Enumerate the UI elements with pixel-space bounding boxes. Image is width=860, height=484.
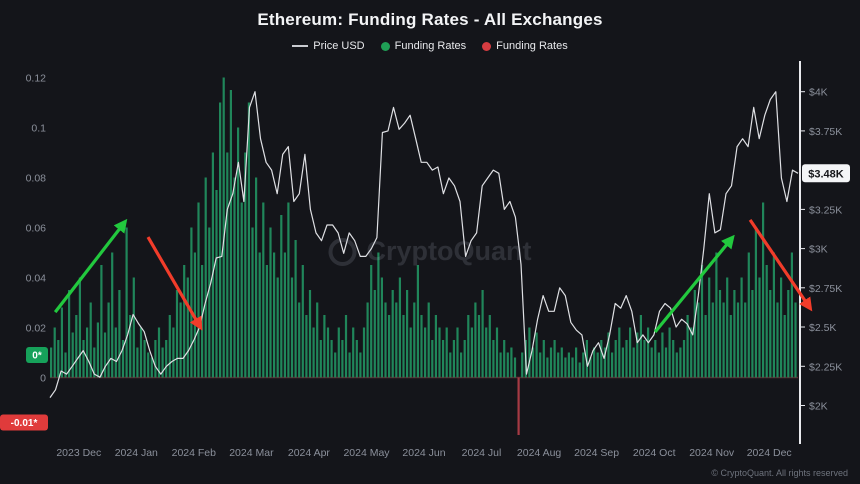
svg-text:2024 Jun: 2024 Jun xyxy=(402,447,445,459)
legend-item-price-usd[interactable]: Price USD xyxy=(292,40,365,52)
right-axis-labels: $4K $3.75K $3.25K $3K $2.75K $2.5K $2.25K $2K xyxy=(800,87,842,413)
red-down-arrow-late-icon xyxy=(748,219,813,312)
current-price-badge: $3.48K xyxy=(802,164,850,183)
svg-text:2024 Sep: 2024 Sep xyxy=(574,447,619,459)
svg-text:$3.75K: $3.75K xyxy=(809,126,842,138)
page-title: Ethereum: Funding Rates - All Exchanges xyxy=(257,10,603,29)
x-axis-labels: 2023 Dec 2024 Jan 2024 Feb 2024 Mar 2024 Apr… xyxy=(56,447,791,459)
red-down-arrow-early-icon xyxy=(146,236,203,331)
svg-text:-0.01*: -0.01* xyxy=(11,418,38,429)
copyright-notice: © CryptoQuant. All rights reserved xyxy=(711,468,848,478)
svg-text:0.06: 0.06 xyxy=(26,223,47,235)
svg-text:2024 Jul: 2024 Jul xyxy=(462,447,502,459)
svg-text:0.02: 0.02 xyxy=(26,323,47,335)
svg-text:2024 Aug: 2024 Aug xyxy=(517,447,562,459)
legend-item-funding-rates-green[interactable]: Funding Rates xyxy=(380,40,467,52)
svg-text:$3K: $3K xyxy=(809,244,828,256)
svg-text:$2.75K: $2.75K xyxy=(809,283,842,295)
svg-text:0.12: 0.12 xyxy=(26,73,47,85)
green-dot-icon xyxy=(380,41,390,51)
svg-text:2024 Nov: 2024 Nov xyxy=(689,447,735,459)
svg-text:2024 Jan: 2024 Jan xyxy=(115,447,158,459)
chart-legend: Price USD Funding Rates Funding Rates xyxy=(0,40,860,52)
svg-text:2024 May: 2024 May xyxy=(343,447,390,459)
svg-text:0.04: 0.04 xyxy=(26,273,47,285)
svg-text:2023 Dec: 2023 Dec xyxy=(56,447,101,459)
left-axis-labels: 0.12 0.1 0.08 0.06 0.04 0.02 0 xyxy=(26,73,47,385)
funding-value-badge: 0* xyxy=(26,347,48,363)
svg-text:0.08: 0.08 xyxy=(26,173,47,185)
svg-text:2024 Feb: 2024 Feb xyxy=(172,447,217,459)
legend-label: Price USD xyxy=(313,40,365,52)
funding-bars xyxy=(50,77,797,435)
green-up-arrow-early-icon xyxy=(53,218,128,314)
price-line-swatch-icon xyxy=(292,45,309,47)
svg-text:$3.25K: $3.25K xyxy=(809,204,842,216)
green-up-arrow-late-icon xyxy=(653,234,735,334)
svg-text:$3.48K: $3.48K xyxy=(808,168,844,180)
svg-text:0: 0 xyxy=(40,373,46,385)
svg-text:$2.25K: $2.25K xyxy=(809,361,842,373)
red-dot-icon xyxy=(482,41,492,51)
svg-text:2024 Apr: 2024 Apr xyxy=(288,447,331,459)
svg-text:0.1: 0.1 xyxy=(31,123,46,135)
svg-text:$4K: $4K xyxy=(809,87,828,99)
svg-text:$2K: $2K xyxy=(809,401,828,413)
funding-value-badge: -0.01* xyxy=(0,414,48,431)
price-line xyxy=(49,91,799,398)
svg-text:2024 Oct: 2024 Oct xyxy=(633,447,676,459)
svg-text:2024 Dec: 2024 Dec xyxy=(747,447,792,459)
svg-text:2024 Mar: 2024 Mar xyxy=(229,447,274,459)
svg-text:$2.5K: $2.5K xyxy=(809,322,836,334)
svg-text:0*: 0* xyxy=(32,351,42,362)
legend-label: Funding Rates xyxy=(394,40,467,52)
legend-label: Funding Rates xyxy=(496,40,568,52)
legend-item-funding-rates-red[interactable]: Funding Rates xyxy=(482,40,568,52)
